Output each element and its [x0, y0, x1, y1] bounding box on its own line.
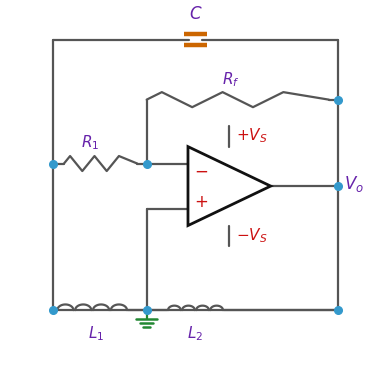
Text: $C$: $C$: [189, 4, 202, 23]
Text: $V_o$: $V_o$: [344, 174, 364, 194]
Text: $L_1$: $L_1$: [88, 325, 104, 343]
Text: $+$: $+$: [194, 193, 208, 211]
Text: $R_1$: $R_1$: [81, 133, 99, 151]
Text: $L_2$: $L_2$: [187, 325, 204, 343]
Text: $-V_S$: $-V_S$: [236, 227, 268, 245]
Text: $-$: $-$: [194, 161, 208, 179]
Text: $+V_S$: $+V_S$: [236, 127, 268, 145]
Text: $R_f$: $R_f$: [222, 70, 240, 89]
